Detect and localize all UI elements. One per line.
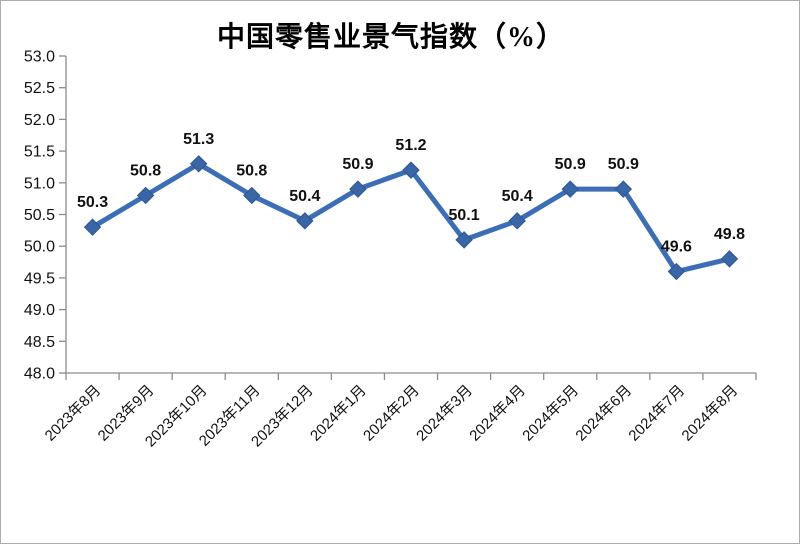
y-axis-tick-label: 50.5 xyxy=(24,207,55,224)
x-axis-category-label: 2024年5月 xyxy=(519,382,582,445)
y-axis-tick-label: 48.0 xyxy=(24,366,55,383)
data-point-marker xyxy=(402,161,420,179)
data-point-marker xyxy=(349,180,367,198)
data-point-marker xyxy=(508,212,526,230)
data-point-label: 50.3 xyxy=(77,194,108,211)
data-point-marker xyxy=(83,218,102,236)
y-axis-tick-label: 51.0 xyxy=(24,175,55,192)
chart-title: 中国零售业景气指数（%） xyxy=(216,22,565,53)
y-axis-tick-label: 49.0 xyxy=(24,302,55,319)
data-point-label: 50.8 xyxy=(236,162,267,179)
x-axis-category-label: 2023年8月 xyxy=(42,382,105,445)
data-point-label: 50.4 xyxy=(289,188,320,205)
y-axis-tick-label: 50.0 xyxy=(24,239,55,256)
y-axis-tick-label: 52.0 xyxy=(24,112,55,129)
data-point-label: 50.4 xyxy=(502,188,533,205)
data-point-marker xyxy=(189,155,208,173)
data-point-marker xyxy=(720,250,739,268)
data-point-label: 49.8 xyxy=(714,226,745,243)
data-point-label: 50.9 xyxy=(342,156,373,173)
data-point-label: 50.9 xyxy=(608,156,639,173)
data-point-marker xyxy=(614,180,633,198)
data-point-marker xyxy=(561,180,579,198)
x-axis-category-label: 2024年6月 xyxy=(572,382,635,445)
y-axis-tick-label: 53.0 xyxy=(24,49,55,66)
x-axis-category-label: 2024年2月 xyxy=(360,382,423,445)
y-axis-tick-label: 48.5 xyxy=(24,334,55,351)
data-point-label: 49.6 xyxy=(661,239,692,256)
x-axis-category-label: 2024年1月 xyxy=(307,382,370,445)
data-point-label: 50.8 xyxy=(130,162,161,179)
data-point-label: 51.3 xyxy=(183,131,214,148)
data-point-marker xyxy=(667,262,686,281)
data-point-marker xyxy=(136,186,155,205)
x-axis-category-label: 2024年8月 xyxy=(679,382,742,445)
y-axis-tick-label: 52.5 xyxy=(24,80,55,97)
x-axis-category-label: 2024年3月 xyxy=(413,382,476,445)
x-axis-category-label: 2024年7月 xyxy=(625,382,688,445)
data-point-marker xyxy=(243,186,261,205)
series-line xyxy=(90,161,732,275)
y-axis-tick-label: 51.5 xyxy=(24,144,55,161)
y-axis-tick-label: 49.5 xyxy=(24,270,55,287)
data-point-marker xyxy=(455,231,473,249)
x-axis-category-label: 2024年4月 xyxy=(466,382,529,445)
data-point-marker xyxy=(296,212,314,230)
data-point-label: 50.9 xyxy=(555,156,586,173)
data-point-label: 51.2 xyxy=(395,137,426,154)
data-point-label: 50.1 xyxy=(449,207,480,224)
